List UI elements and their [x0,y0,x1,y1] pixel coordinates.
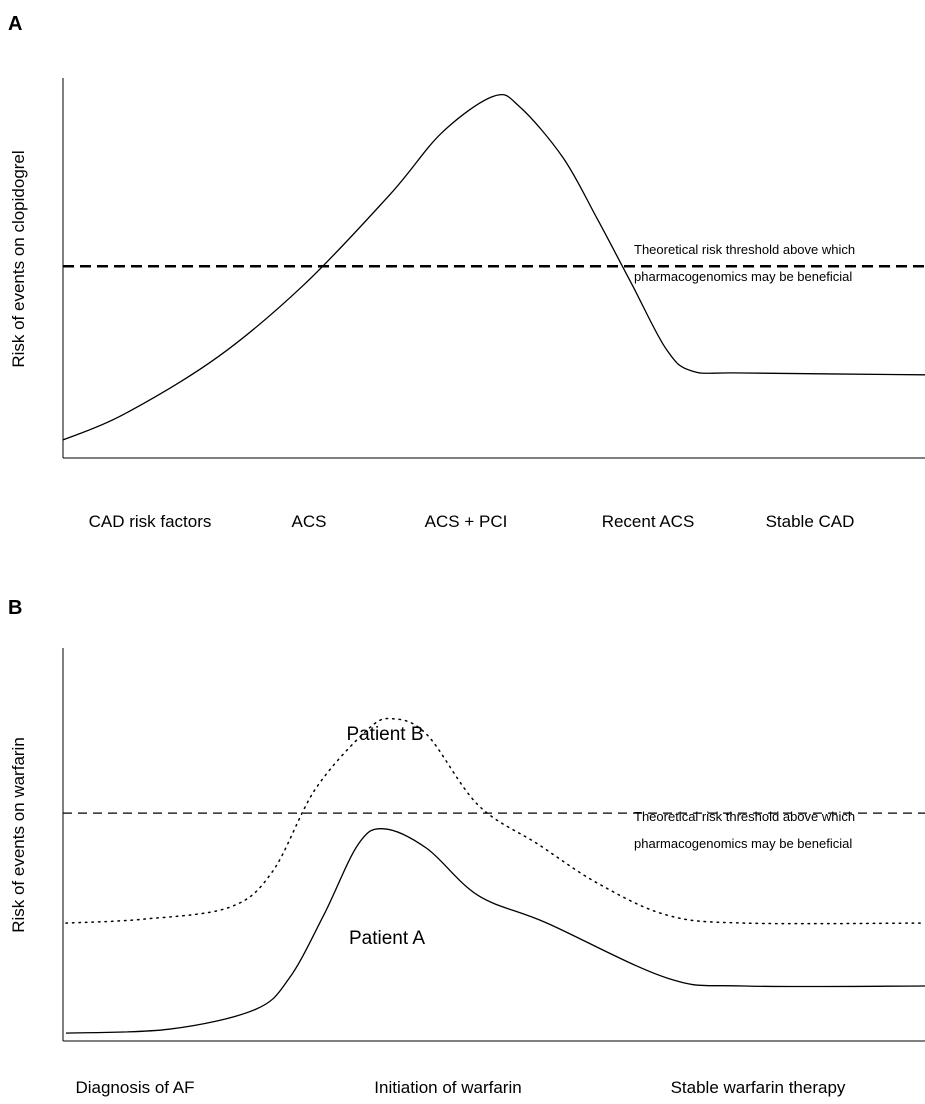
panel-b-threshold-label-line1: Theoretical risk threshold above which [634,809,855,824]
panel-b-category-tick-label: Diagnosis of AF [75,1078,194,1097]
panel-b-category-tick-label: Initiation of warfarin [374,1078,521,1097]
panel-a: A Risk of events on clopidogrel Theoreti… [8,13,925,531]
panel-b-series-patient-a-line [65,828,925,1034]
panel-a-category-tick-label: ACS + PCI [425,512,508,531]
panel-a-category-tick-label: ACS [292,512,327,531]
panel-b-label: B [8,597,22,619]
panel-a-threshold-label-line1: Theoretical risk threshold above which [634,242,855,257]
panel-a-category-tick-label: CAD risk factors [89,512,212,531]
panel-b-series-patient-b-line [65,717,925,925]
panel-b-category-tick-label: Stable warfarin therapy [671,1078,846,1097]
panel-a-category-tick-label: Stable CAD [766,512,855,531]
panel-a-series-line [62,93,925,441]
panel-a-y-axis-label: Risk of events on clopidogrel [9,150,28,367]
panel-b-threshold-label-line2: pharmacogenomics may be beneficial [634,836,852,851]
panel-b-series-patient-a-label: Patient A [349,928,425,949]
panel-a-label: A [8,13,22,35]
panel-b-series-patient-b-label: Patient B [346,724,423,745]
panel-a-threshold-label-line2: pharmacogenomics may be beneficial [634,269,852,284]
panel-b-y-axis-label: Risk of events on warfarin [9,737,28,933]
panel-b: B Risk of events on warfarin Theoretical… [8,597,925,1097]
panel-a-category-tick-label: Recent ACS [602,512,695,531]
